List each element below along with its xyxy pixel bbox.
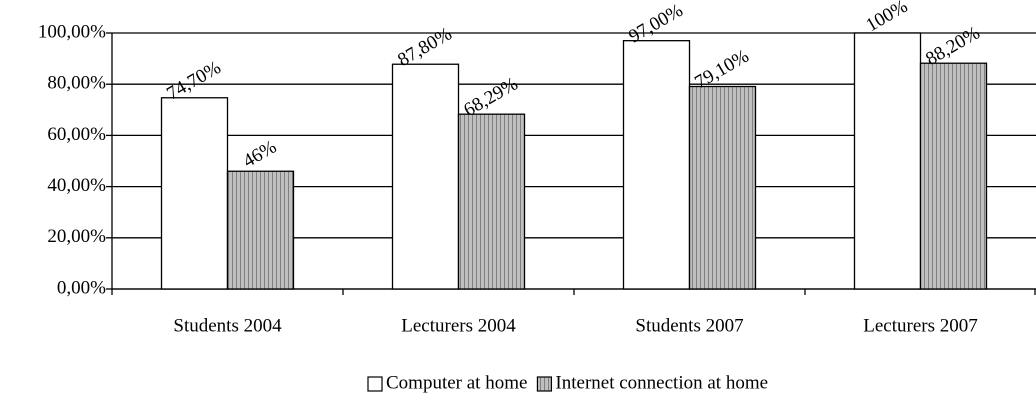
legend-label: Computer at home bbox=[386, 372, 527, 393]
bar bbox=[622, 40, 691, 290]
x-tick-label: Lecturers 2004 bbox=[401, 315, 516, 336]
legend: Computer at home Internet connection at h… bbox=[367, 372, 768, 393]
x-tick-label: Students 2004 bbox=[173, 315, 282, 336]
y-tick-label: 40,00% bbox=[47, 175, 106, 196]
bar bbox=[391, 63, 460, 290]
bar bbox=[457, 113, 526, 290]
data-label: 46% bbox=[240, 136, 281, 172]
y-tick-label: 60,00% bbox=[47, 124, 106, 145]
y-tick-label: 100,00% bbox=[38, 21, 106, 42]
y-tick-label: 0,00% bbox=[57, 277, 106, 298]
bar bbox=[226, 170, 295, 290]
data-label: 100% bbox=[862, 0, 911, 36]
bar bbox=[919, 62, 988, 290]
x-tick-label: Students 2007 bbox=[635, 315, 743, 336]
bar bbox=[688, 85, 757, 290]
bar bbox=[160, 97, 229, 290]
legend-swatch bbox=[536, 376, 553, 392]
legend-label: Internet connection at home bbox=[555, 372, 768, 393]
x-tick-label: Lecturers 2007 bbox=[863, 315, 977, 336]
legend-swatch bbox=[367, 376, 383, 392]
y-tick-label: 80,00% bbox=[47, 73, 106, 94]
bar bbox=[853, 32, 922, 290]
y-tick-label: 20,00% bbox=[47, 226, 106, 247]
